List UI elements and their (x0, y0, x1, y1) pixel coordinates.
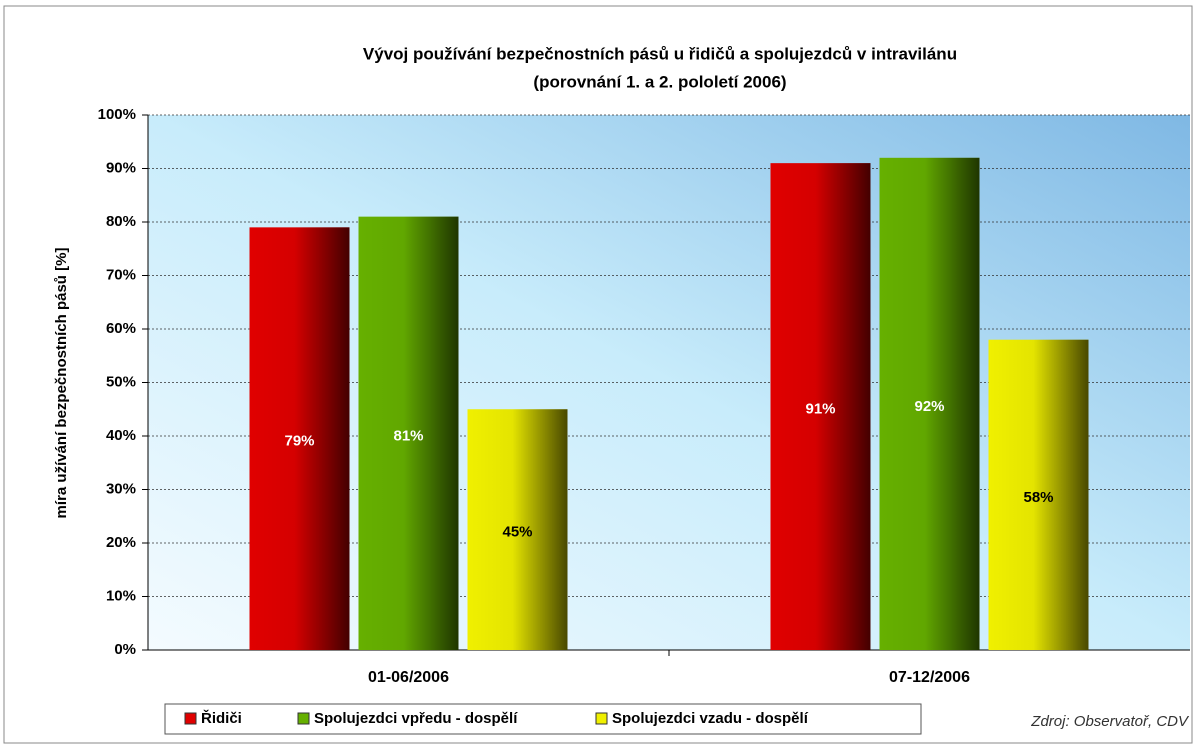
bar-shade (249, 227, 350, 650)
y-tick-label: 10% (106, 587, 136, 604)
bar-shade (358, 216, 459, 650)
bar-shade (988, 339, 1089, 650)
legend-box (164, 703, 922, 735)
legend-label: Řidiči (201, 709, 242, 727)
x-tick-label: 07-12/2006 (889, 669, 970, 686)
y-axis-label: míra užívání bezpečnostních pásů [%] (53, 248, 70, 519)
y-tick-label: 100% (98, 106, 136, 123)
y-tick-label: 70% (106, 266, 136, 283)
legend-label: Spolujezdci vzadu - dospělí (612, 710, 809, 727)
bar-shade (467, 409, 568, 650)
value-label: 81% (393, 427, 423, 444)
chart-title: Vývoj používání bezpečnostních pásů u ři… (363, 44, 957, 63)
y-tick-label: 50% (106, 373, 136, 390)
x-tick-label: 01-06/2006 (368, 669, 449, 686)
bar-shade (879, 157, 980, 651)
value-label: 91% (805, 401, 835, 418)
chart-subtitle: (porovnání 1. a 2. pololetí 2006) (533, 72, 786, 91)
value-label: 58% (1023, 489, 1053, 506)
legend-swatch (595, 712, 608, 725)
source: Zdroj: Observatoř, CDV (1030, 713, 1190, 730)
y-tick-label: 60% (106, 320, 136, 337)
value-label: 92% (914, 398, 944, 415)
legend-swatch (184, 712, 197, 725)
legend-label: Spolujezdci vpředu - dospělí (314, 710, 518, 727)
value-label: 79% (284, 433, 314, 450)
y-tick-label: 30% (106, 480, 136, 497)
y-tick-label: 80% (106, 213, 136, 230)
bar-shade (770, 163, 871, 650)
legend-swatch (297, 712, 310, 725)
y-tick-label: 40% (106, 427, 136, 444)
y-tick-label: 0% (114, 641, 136, 658)
y-tick-label: 90% (106, 159, 136, 176)
y-tick-label: 20% (106, 534, 136, 551)
value-label: 45% (502, 524, 532, 541)
